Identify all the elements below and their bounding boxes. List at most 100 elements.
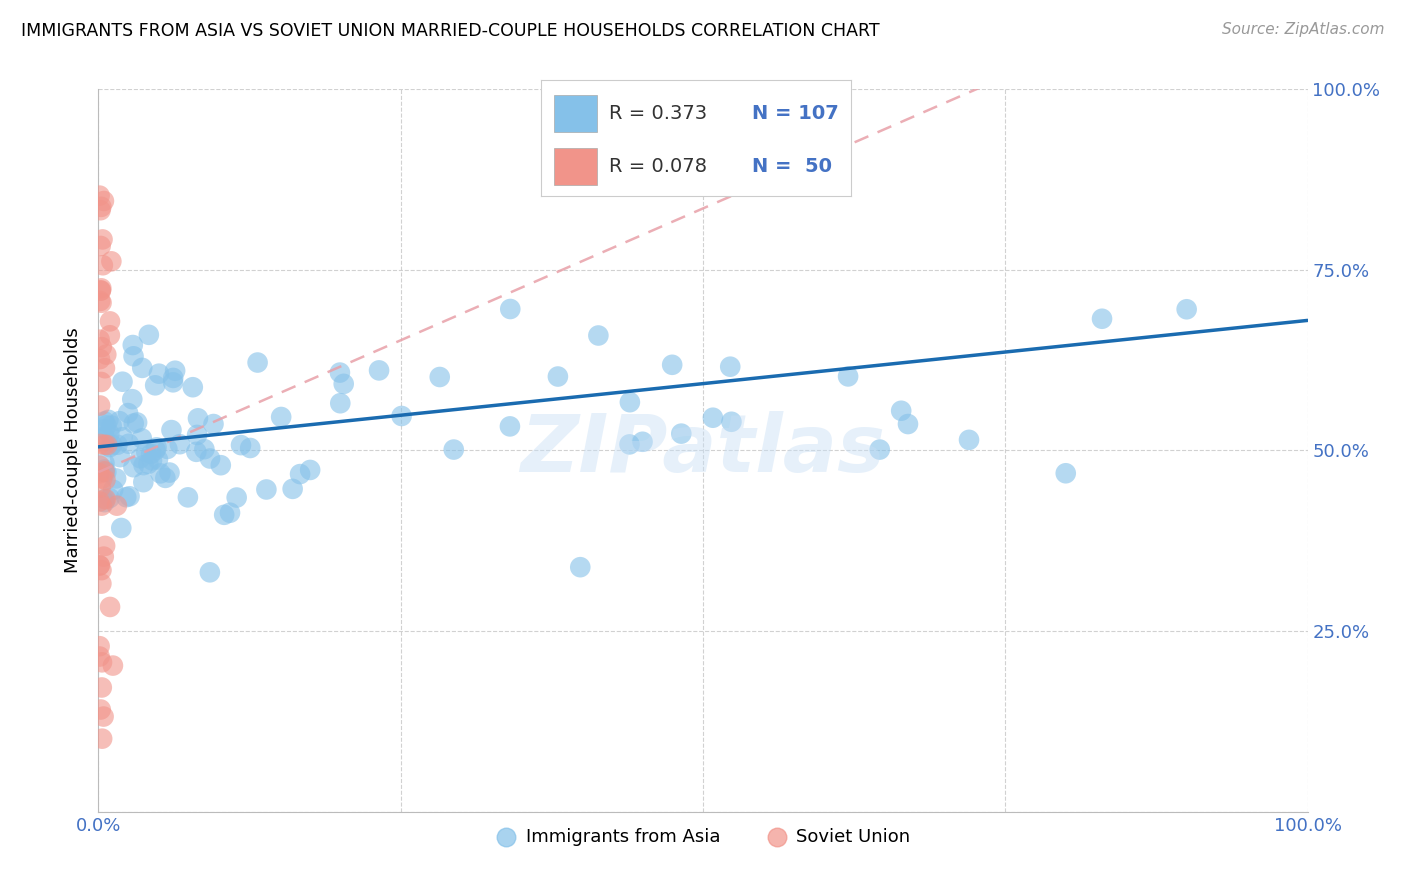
Point bbox=[90, 295, 112, 310]
Point bbox=[145, 441, 167, 455]
Point bbox=[368, 363, 391, 377]
Point bbox=[569, 560, 592, 574]
Point bbox=[89, 458, 111, 473]
Point bbox=[90, 480, 112, 494]
Point bbox=[209, 458, 232, 473]
Point bbox=[121, 392, 143, 407]
Point bbox=[90, 681, 112, 695]
Point bbox=[619, 395, 641, 409]
Point bbox=[103, 483, 125, 497]
Point bbox=[111, 375, 134, 389]
Point bbox=[138, 327, 160, 342]
Point bbox=[225, 491, 247, 505]
Point bbox=[138, 457, 160, 471]
Point bbox=[332, 376, 354, 391]
Point bbox=[131, 431, 153, 445]
Point bbox=[97, 413, 120, 427]
Point bbox=[329, 396, 352, 410]
Point bbox=[101, 658, 124, 673]
Point bbox=[105, 499, 128, 513]
Point bbox=[671, 426, 693, 441]
Point bbox=[90, 239, 112, 253]
Point bbox=[89, 437, 111, 451]
Point bbox=[93, 465, 115, 479]
Point bbox=[288, 467, 311, 481]
Bar bbox=[554, 147, 598, 185]
Bar bbox=[554, 95, 598, 132]
Point bbox=[122, 417, 145, 431]
Point bbox=[177, 491, 200, 505]
Text: ZIPatlas: ZIPatlas bbox=[520, 411, 886, 490]
Point bbox=[111, 430, 134, 444]
Point bbox=[93, 422, 115, 436]
Point bbox=[718, 359, 741, 374]
Point bbox=[702, 410, 724, 425]
Point bbox=[131, 360, 153, 375]
Text: IMMIGRANTS FROM ASIA VS SOVIET UNION MARRIED-COUPLE HOUSEHOLDS CORRELATION CHART: IMMIGRANTS FROM ASIA VS SOVIET UNION MAR… bbox=[21, 22, 880, 40]
Point bbox=[101, 438, 124, 452]
Text: N =  50: N = 50 bbox=[752, 157, 831, 176]
Point bbox=[107, 438, 129, 452]
Point bbox=[89, 352, 111, 367]
Point bbox=[146, 452, 169, 467]
Point bbox=[93, 549, 115, 564]
Point bbox=[98, 440, 121, 454]
Point bbox=[186, 445, 208, 459]
Point bbox=[93, 495, 115, 509]
Point bbox=[94, 361, 117, 376]
Point bbox=[93, 429, 115, 443]
Point bbox=[118, 489, 141, 503]
Point bbox=[91, 258, 114, 272]
Point bbox=[98, 426, 121, 441]
Point bbox=[93, 438, 115, 452]
Point bbox=[132, 475, 155, 490]
Point bbox=[122, 460, 145, 475]
Point bbox=[588, 328, 610, 343]
Point bbox=[897, 417, 920, 431]
Point bbox=[108, 450, 131, 465]
Point bbox=[89, 558, 111, 573]
Point bbox=[165, 364, 187, 378]
Point bbox=[98, 328, 121, 343]
Point bbox=[90, 499, 112, 513]
Point bbox=[156, 442, 179, 456]
Point bbox=[127, 416, 149, 430]
Point bbox=[229, 438, 252, 452]
Point bbox=[115, 490, 138, 504]
Point bbox=[198, 451, 221, 466]
Point bbox=[121, 338, 143, 352]
Point bbox=[118, 436, 141, 450]
Point bbox=[93, 194, 115, 208]
Point bbox=[105, 471, 128, 485]
Point bbox=[139, 447, 162, 461]
Point bbox=[89, 399, 111, 413]
Point bbox=[148, 367, 170, 381]
Point bbox=[160, 423, 183, 437]
Point bbox=[90, 200, 112, 214]
Point bbox=[499, 301, 522, 316]
Point bbox=[186, 428, 208, 442]
Point bbox=[202, 417, 225, 431]
Point bbox=[90, 563, 112, 577]
Point bbox=[837, 369, 859, 384]
Point bbox=[890, 404, 912, 418]
Point bbox=[281, 482, 304, 496]
Point bbox=[547, 369, 569, 384]
Point bbox=[619, 437, 641, 451]
Point bbox=[1175, 302, 1198, 317]
Point bbox=[219, 506, 242, 520]
Point bbox=[391, 409, 413, 423]
Point bbox=[246, 355, 269, 369]
Point bbox=[239, 441, 262, 455]
Point bbox=[90, 340, 112, 354]
Point bbox=[443, 442, 465, 457]
Point bbox=[720, 415, 742, 429]
Point bbox=[93, 462, 115, 476]
Point bbox=[96, 465, 118, 479]
Point bbox=[94, 473, 117, 487]
Point bbox=[193, 442, 215, 457]
Point bbox=[90, 281, 112, 295]
Point bbox=[145, 443, 167, 458]
Point bbox=[1054, 467, 1077, 481]
Point bbox=[100, 418, 122, 433]
